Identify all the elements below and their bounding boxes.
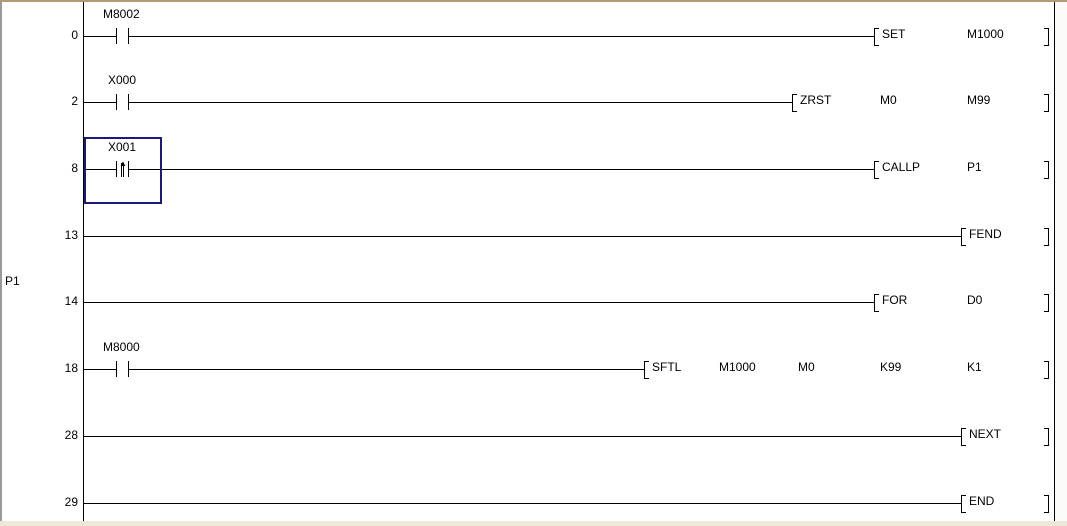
normally-open-contact[interactable] — [116, 361, 130, 377]
contact-device-label: M8000 — [103, 340, 140, 354]
instruction-operand[interactable]: M1000 — [719, 360, 756, 374]
contact-device-label: X000 — [108, 73, 137, 87]
cursor-selection-box — [84, 137, 162, 204]
step-number: 0 — [71, 28, 78, 42]
instruction-open-bracket — [961, 495, 966, 513]
instruction-open-bracket — [792, 94, 797, 112]
rising-edge-contact[interactable]: ▲ — [116, 159, 130, 177]
instruction-operand[interactable]: M0 — [798, 360, 815, 374]
instruction-operand[interactable]: M0 — [880, 93, 897, 107]
horizontal-scrollbar[interactable] — [0, 521, 1067, 526]
step-number: 18 — [64, 361, 78, 375]
instruction-open-bracket — [961, 228, 966, 246]
instruction-close-bracket — [1044, 228, 1049, 246]
instruction-close-bracket — [1044, 361, 1049, 379]
rung-wire — [84, 369, 644, 370]
normally-open-contact[interactable] — [116, 94, 130, 110]
pointer-label: P1 — [5, 274, 20, 288]
rung-wire — [84, 36, 874, 37]
instruction-open-bracket — [961, 428, 966, 446]
instruction-close-bracket — [1044, 428, 1049, 446]
instruction-mnemonic[interactable]: CALLP — [882, 160, 921, 174]
instruction-mnemonic[interactable]: ZRST — [800, 93, 832, 107]
instruction-operand[interactable]: K1 — [967, 360, 982, 374]
rung-wire — [84, 302, 874, 303]
rung-wire — [84, 236, 961, 237]
right-margin — [1055, 2, 1067, 521]
instruction-mnemonic[interactable]: FOR — [882, 293, 908, 307]
step-number: 2 — [71, 94, 78, 108]
rung-wire — [84, 436, 961, 437]
instruction-operand[interactable]: M1000 — [967, 27, 1004, 41]
step-number: 28 — [64, 428, 78, 442]
instruction-mnemonic[interactable]: FEND — [969, 227, 1002, 241]
instruction-close-bracket — [1044, 28, 1049, 46]
left-power-rail — [83, 2, 84, 521]
instruction-open-bracket — [874, 294, 879, 312]
instruction-operand[interactable]: D0 — [967, 293, 983, 307]
normally-open-contact[interactable] — [116, 28, 130, 44]
step-number: 14 — [64, 294, 78, 308]
instruction-close-bracket — [1044, 161, 1049, 179]
contact-device-label: M8002 — [103, 7, 140, 21]
instruction-operand[interactable]: P1 — [967, 160, 982, 174]
step-number: 13 — [64, 228, 78, 242]
step-number: 29 — [64, 495, 78, 509]
instruction-open-bracket — [874, 161, 879, 179]
instruction-mnemonic[interactable]: NEXT — [969, 427, 1002, 441]
instruction-operand[interactable]: K99 — [880, 360, 902, 374]
rung-wire — [84, 169, 874, 170]
instruction-mnemonic[interactable]: END — [969, 494, 995, 508]
instruction-close-bracket — [1044, 294, 1049, 312]
instruction-mnemonic[interactable]: SFTL — [652, 360, 682, 374]
rung-wire — [84, 102, 792, 103]
instruction-close-bracket — [1044, 94, 1049, 112]
instruction-operand[interactable]: M99 — [967, 93, 991, 107]
window-left-border — [0, 2, 2, 522]
instruction-open-bracket — [644, 361, 649, 379]
rung-wire — [84, 503, 961, 504]
instruction-close-bracket — [1044, 495, 1049, 513]
step-number: 8 — [71, 161, 78, 175]
instruction-open-bracket — [874, 28, 879, 46]
contact-device-label: X001 — [108, 140, 137, 154]
instruction-mnemonic[interactable]: SET — [882, 27, 906, 41]
window-top-border — [0, 0, 1067, 2]
right-power-rail — [1054, 2, 1055, 521]
